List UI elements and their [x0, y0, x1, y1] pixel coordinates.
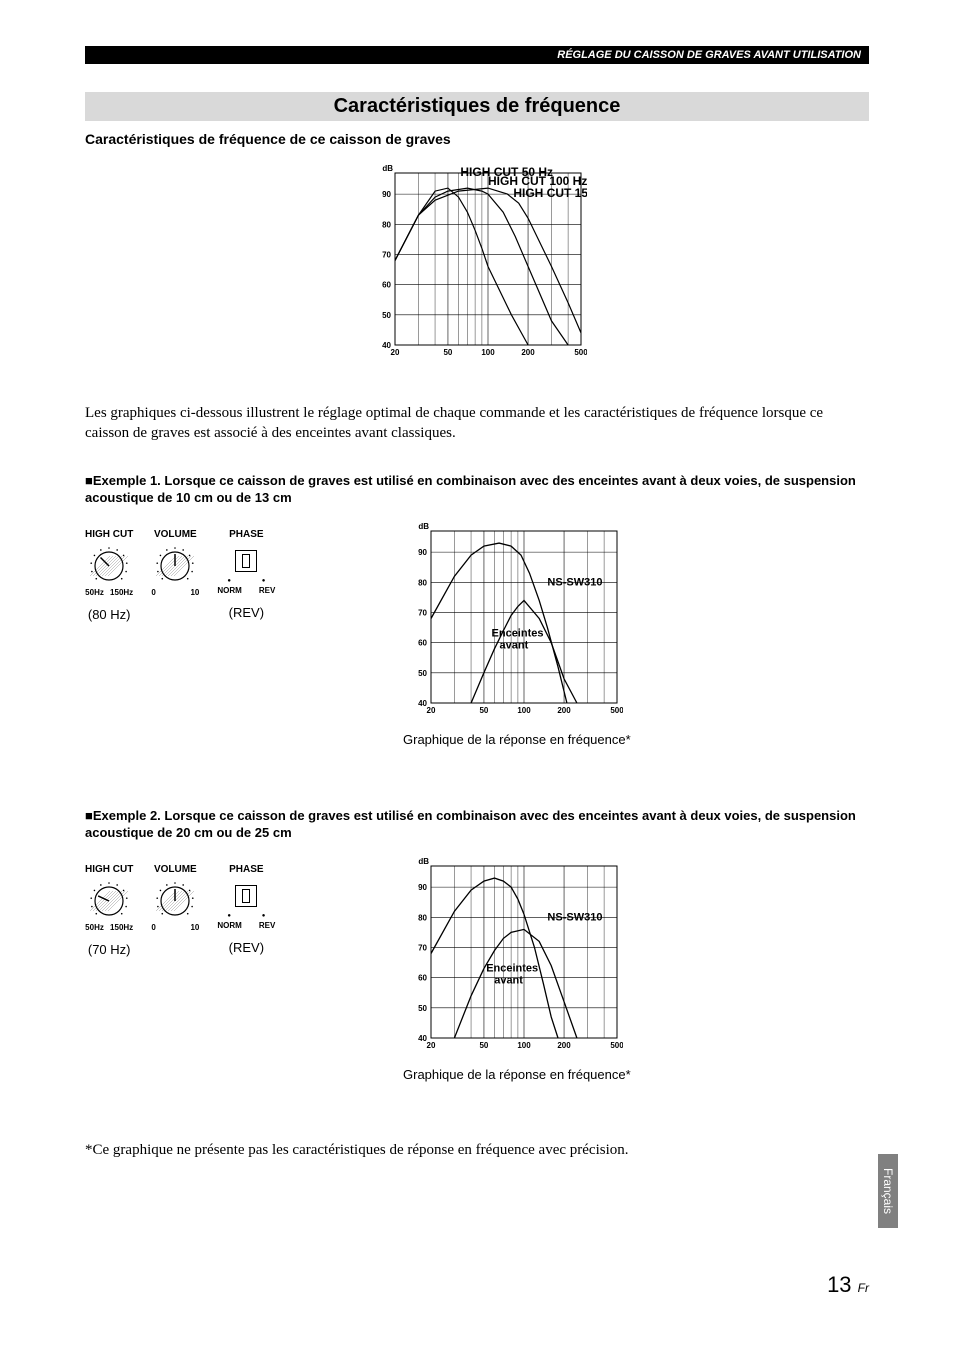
example1-heading: ■Exemple 1. Lorsque ce caisson de graves… [85, 472, 869, 507]
phase-label: PHASE [229, 864, 263, 875]
svg-text:Enceintes: Enceintes [486, 962, 538, 974]
highcut-knob-icon [89, 881, 129, 921]
svg-text:100: 100 [517, 1041, 531, 1050]
svg-text:70: 70 [418, 943, 427, 952]
intro-text: Les graphiques ci-dessous illustrent le … [85, 403, 869, 444]
square-bullet-icon: ■ [85, 808, 93, 823]
svg-text:20: 20 [427, 706, 436, 715]
svg-text:100: 100 [481, 348, 495, 357]
volume-label: VOLUME [154, 529, 197, 540]
svg-text:dB: dB [418, 522, 429, 531]
volume-control: VOLUME 0 10 [151, 864, 199, 957]
phase-range: NORM REV [217, 921, 275, 930]
highcut-label: HIGH CUT [85, 529, 133, 540]
highcut-range: 50Hz 150Hz [85, 588, 133, 597]
svg-text:60: 60 [382, 281, 391, 290]
svg-text:90: 90 [418, 548, 427, 557]
highcut-range: 50Hz 150Hz [85, 923, 133, 932]
svg-text:50: 50 [443, 348, 452, 357]
frequency-response-chart-ex1: 4050607080902050100200500HzdBNS-SW310Enc… [403, 521, 623, 721]
svg-text:70: 70 [382, 250, 391, 259]
svg-text:60: 60 [418, 973, 427, 982]
highcut-value: (80 Hz) [88, 607, 131, 622]
phase-switch-icon [235, 550, 257, 572]
svg-text:90: 90 [382, 190, 391, 199]
svg-text:200: 200 [557, 1041, 571, 1050]
volume-knob-icon [155, 881, 195, 921]
svg-text:80: 80 [418, 578, 427, 587]
highcut-knob-icon [89, 546, 129, 586]
volume-range: 0 10 [151, 588, 199, 597]
svg-text:NS-SW310: NS-SW310 [547, 576, 602, 588]
language-tab: Français [878, 1154, 898, 1228]
svg-text:dB: dB [418, 857, 429, 866]
phase-control: PHASE ●● NORM REV (REV) [217, 864, 275, 957]
svg-text:50: 50 [479, 706, 488, 715]
phase-control: PHASE ●● NORM REV (REV) [217, 529, 275, 622]
section-title: Caractéristiques de fréquence [85, 92, 869, 121]
svg-text:50: 50 [382, 311, 391, 320]
example2-row: HIGH CUT 50Hz 150Hz (70 Hz) VOLUME 0 10 … [85, 856, 869, 1082]
svg-text:50: 50 [479, 1041, 488, 1050]
volume-label: VOLUME [154, 864, 197, 875]
svg-text:20: 20 [391, 348, 400, 357]
example1-row: HIGH CUT 50Hz 150Hz (80 Hz) VOLUME 0 10 … [85, 521, 869, 747]
svg-text:50: 50 [418, 1004, 427, 1013]
svg-text:100: 100 [517, 706, 531, 715]
footnote: *Ce graphique ne présente pas les caract… [85, 1142, 869, 1159]
svg-text:NS-SW310: NS-SW310 [547, 911, 602, 923]
volume-range: 0 10 [151, 923, 199, 932]
svg-text:Enceintes: Enceintes [492, 627, 544, 639]
svg-text:200: 200 [521, 348, 535, 357]
header-bar: RÉGLAGE DU CAISSON DE GRAVES AVANT UTILI… [85, 46, 869, 64]
volume-control: VOLUME 0 10 [151, 529, 199, 622]
svg-text:avant: avant [494, 974, 523, 986]
header-title: RÉGLAGE DU CAISSON DE GRAVES AVANT UTILI… [557, 49, 861, 61]
svg-text:dB: dB [382, 164, 393, 173]
chart-ex2-caption: Graphique de la réponse en fréquence* [403, 1067, 631, 1082]
svg-text:HIGH CUT 150 Hz: HIGH CUT 150 Hz [513, 186, 587, 200]
frequency-response-chart-ex2: 4050607080902050100200500HzdBNS-SW310Enc… [403, 856, 623, 1056]
subtitle: Caractéristiques de fréquence de ce cais… [85, 131, 869, 147]
example1-controls: HIGH CUT 50Hz 150Hz (80 Hz) VOLUME 0 10 … [85, 521, 335, 622]
svg-text:80: 80 [382, 220, 391, 229]
phase-value: (REV) [229, 605, 264, 620]
svg-text:500: 500 [610, 1041, 623, 1050]
svg-text:20: 20 [427, 1041, 436, 1050]
svg-text:80: 80 [418, 913, 427, 922]
svg-text:500: 500 [610, 706, 623, 715]
highcut-control: HIGH CUT 50Hz 150Hz (70 Hz) [85, 864, 133, 957]
example2-controls: HIGH CUT 50Hz 150Hz (70 Hz) VOLUME 0 10 … [85, 856, 335, 957]
highcut-label: HIGH CUT [85, 864, 133, 875]
phase-switch-icon [235, 885, 257, 907]
square-bullet-icon: ■ [85, 473, 93, 488]
svg-text:500: 500 [574, 348, 587, 357]
svg-text:60: 60 [418, 638, 427, 647]
example2-heading: ■Exemple 2. Lorsque ce caisson de graves… [85, 807, 869, 842]
chart-ex1-caption: Graphique de la réponse en fréquence* [403, 732, 631, 747]
highcut-value: (70 Hz) [88, 942, 131, 957]
svg-text:50: 50 [418, 668, 427, 677]
page-number: 13 Fr [827, 1272, 869, 1298]
phase-value: (REV) [229, 940, 264, 955]
highcut-control: HIGH CUT 50Hz 150Hz (80 Hz) [85, 529, 133, 622]
svg-text:70: 70 [418, 608, 427, 617]
svg-text:avant: avant [500, 639, 529, 651]
frequency-response-chart-main: 4050607080902050100200500HzdBHIGH CUT 50… [367, 163, 587, 363]
volume-knob-icon [155, 546, 195, 586]
phase-range: NORM REV [217, 586, 275, 595]
svg-text:90: 90 [418, 883, 427, 892]
svg-text:200: 200 [557, 706, 571, 715]
phase-label: PHASE [229, 529, 263, 540]
